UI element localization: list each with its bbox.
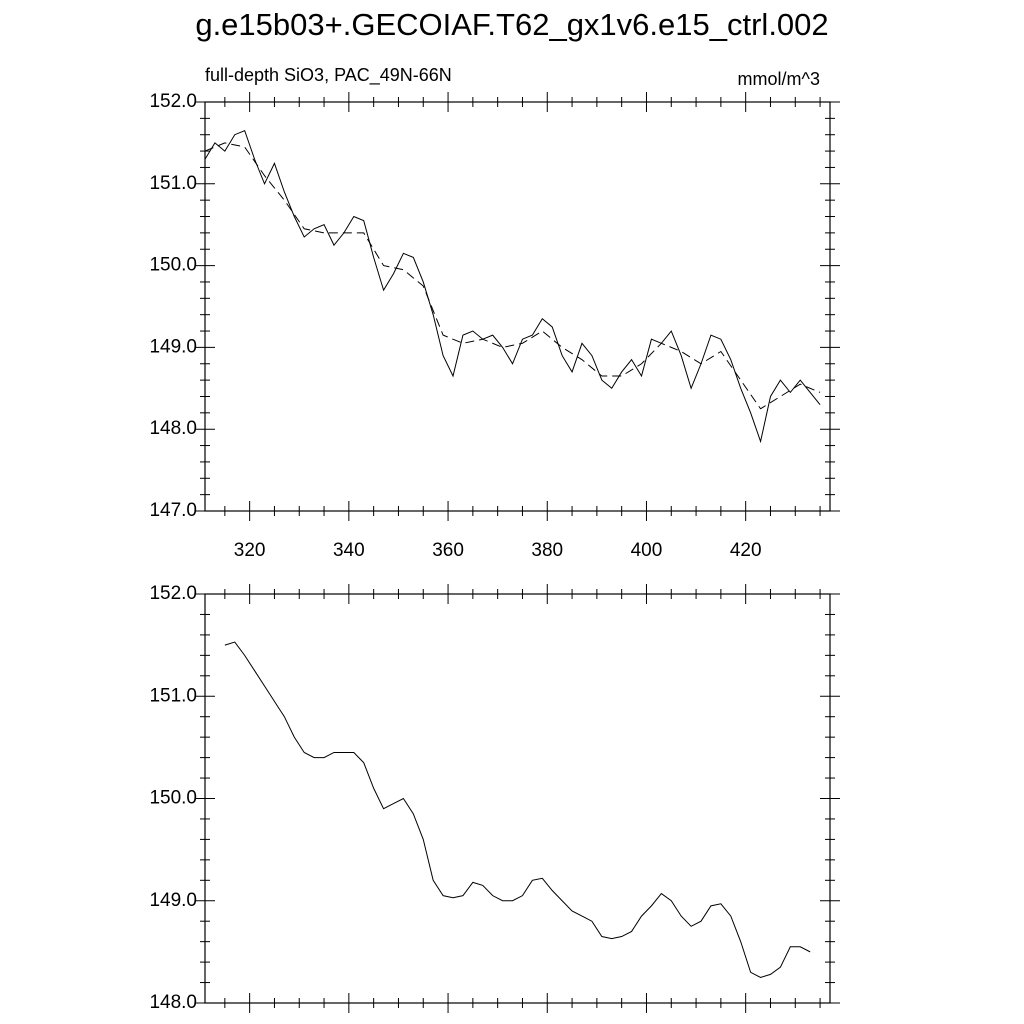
x-tick-label: 360 (432, 540, 464, 561)
data-line (204, 142, 821, 410)
x-tick-label: 420 (730, 540, 762, 561)
y-tick-label: 152.0 (149, 91, 197, 112)
y-tick-label: 150.0 (149, 788, 197, 809)
y-tick-label: 151.0 (149, 173, 197, 194)
data-line (204, 129, 821, 444)
y-tick-label: 151.0 (149, 685, 197, 706)
x-tick-label: 400 (631, 540, 663, 561)
x-tick-label: 380 (531, 540, 563, 561)
plot-frame (204, 101, 831, 512)
y-tick-label: 148.0 (149, 992, 197, 1013)
data-line (224, 641, 811, 978)
y-tick-label: 150.0 (149, 255, 197, 276)
x-tick-label: 320 (234, 540, 266, 561)
y-tick-label: 152.0 (149, 583, 197, 604)
y-tick-label: 149.0 (149, 890, 197, 911)
y-tick-label: 149.0 (149, 336, 197, 357)
chart-title: g.e15b03+.GECOIAF.T62_gx1v6.e15_ctrl.002 (195, 7, 828, 42)
y-tick-label: 148.0 (149, 418, 197, 439)
plot-frame (204, 593, 831, 1004)
subtitle: full-depth SiO3, PAC_49N-66N (205, 65, 452, 86)
units-label: mmol/m^3 (738, 69, 820, 89)
x-tick-label: 340 (333, 540, 365, 561)
y-tick-label: 147.0 (149, 500, 197, 521)
